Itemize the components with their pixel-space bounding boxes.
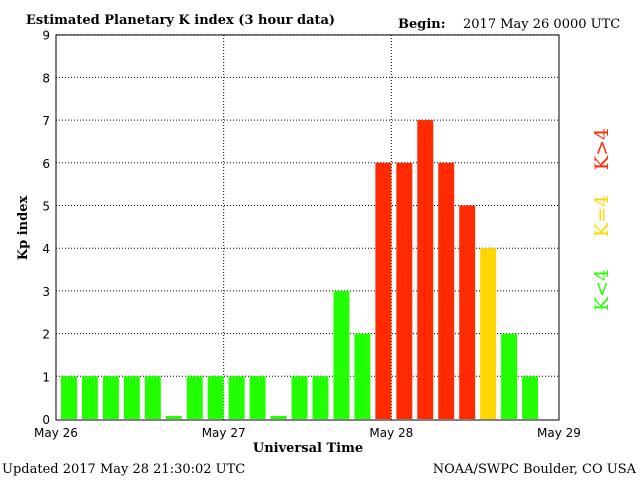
chart-title: Estimated Planetary K index (3 hour data… (26, 13, 335, 28)
y-tick-label: 5 (42, 200, 50, 214)
kp-bar (354, 333, 371, 419)
kp-bar (61, 376, 77, 419)
kp-bar (438, 162, 455, 420)
y-axis-label: Kp index (16, 196, 31, 261)
kp-bar (480, 248, 497, 419)
y-tick-label: 6 (42, 157, 50, 171)
kp-bar (312, 376, 329, 419)
kp-bar (228, 376, 245, 419)
x-axis-label: Universal Time (253, 441, 363, 456)
kp-bar (186, 376, 203, 419)
kp-bar (396, 162, 413, 420)
kp-bar (291, 376, 308, 419)
kp-bar (459, 205, 476, 419)
x-tick-label: May 27 (202, 426, 246, 440)
kp-bar (102, 376, 119, 419)
kp-bar (375, 162, 392, 420)
y-tick-label: 0 (42, 413, 50, 427)
kp-bar (501, 333, 518, 419)
x-tick-label: May 28 (369, 426, 413, 440)
kp-bar (144, 376, 161, 419)
y-tick-label: 4 (42, 242, 50, 256)
kp-bar (165, 416, 182, 419)
kp-bar (207, 376, 224, 419)
begin-label: Begin: (398, 17, 446, 32)
x-tick-label: May 29 (537, 426, 581, 440)
kp-bar (417, 120, 434, 419)
kp-bar (333, 290, 350, 419)
bars (61, 120, 539, 420)
y-tick-label: 1 (42, 370, 50, 384)
plot-frame (55, 34, 560, 421)
kp-bar (249, 376, 266, 419)
begin-value: 2017 May 26 0000 UTC (463, 17, 620, 32)
y-tick-label: 9 (42, 29, 50, 43)
x-tick-label: May 26 (34, 426, 78, 440)
kp-bar (270, 416, 287, 419)
legend-k-below-4: K<4 (591, 269, 613, 311)
kp-bar (81, 376, 98, 419)
y-tick-label: 7 (42, 114, 50, 128)
y-tick-label: 8 (42, 71, 50, 85)
source-credit: NOAA/SWPC Boulder, CO USA (433, 462, 637, 477)
y-tick-label: 2 (42, 328, 50, 342)
updated-timestamp: Updated 2017 May 28 21:30:02 UTC (2, 462, 245, 477)
legend-k-above-4: K>4 (591, 128, 613, 170)
kp-bar (123, 376, 140, 419)
axis-ticks: 0 1 2 3 4 5 6 7 8 9 May 26 May 27 May 28 May 29 (34, 29, 581, 440)
legend-k-equal-4: K=4 (591, 195, 613, 237)
y-tick-label: 3 (42, 285, 50, 299)
kp-bar (522, 376, 539, 419)
